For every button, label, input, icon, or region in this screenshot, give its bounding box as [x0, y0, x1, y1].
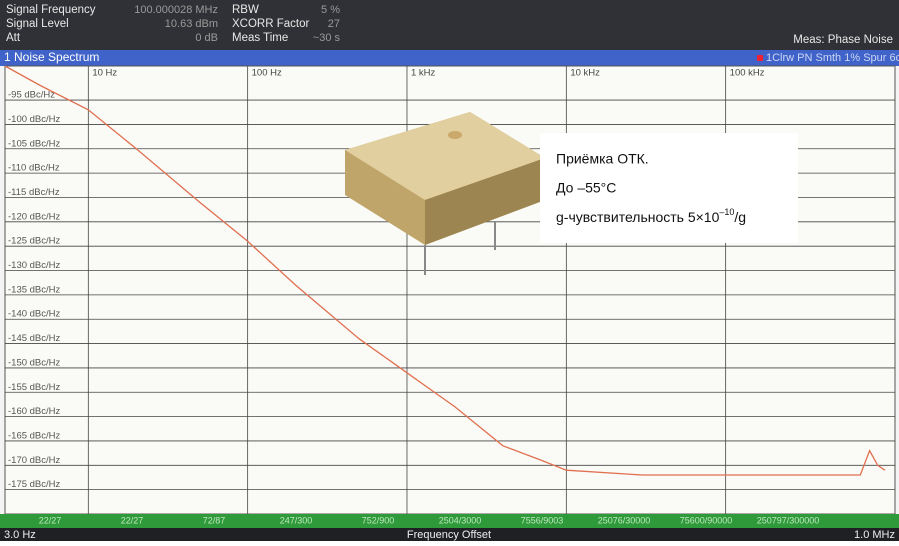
header-label: Meas Time [232, 32, 288, 44]
y-tick-label: -160 dBc/Hz [8, 406, 61, 417]
y-tick-label: -140 dBc/Hz [8, 309, 61, 320]
annotation-line: Приёмка ОТК. [556, 151, 649, 167]
segment-label: 752/900 [362, 515, 395, 525]
photo-dot [448, 131, 462, 139]
x-tick-label: 1 kHz [411, 68, 436, 79]
y-tick-label: -175 dBc/Hz [8, 479, 61, 490]
annotation-text: g-чувствительность 5×10 [556, 209, 720, 225]
x-tick-label: 100 kHz [730, 68, 765, 79]
y-tick-label: -120 dBc/Hz [8, 211, 61, 222]
y-tick-label: -125 dBc/Hz [8, 236, 61, 247]
x-tick-label: 100 Hz [252, 68, 282, 79]
x-end-label: 1.0 MHz [854, 529, 895, 541]
header-value: 5 % [321, 4, 340, 16]
header-label: Att [6, 32, 21, 44]
trace-info: 1Clrw PN Smth 1% Spur 6dB [766, 52, 899, 64]
y-tick-label: -150 dBc/Hz [8, 357, 61, 368]
measurement-mode: Meas: Phase Noise [793, 34, 893, 46]
segment-label: 22/27 [121, 515, 144, 525]
y-tick-label: -110 dBc/Hz [8, 163, 60, 174]
x-tick-label: 10 kHz [570, 68, 600, 79]
header-value: ~30 s [313, 32, 341, 44]
y-tick-label: -130 dBc/Hz [8, 260, 61, 271]
y-tick-label: -100 dBc/Hz [8, 114, 61, 125]
chart-title: 1 Noise Spectrum [4, 50, 99, 64]
segment-label: 247/300 [280, 515, 313, 525]
segment-label: 2504/3000 [439, 515, 482, 525]
annotation-line: g-чувствительность 5×10–10/g [556, 207, 746, 224]
segment-label: 22/27 [39, 515, 62, 525]
segment-label: 75600/90000 [680, 515, 733, 525]
y-tick-label: -170 dBc/Hz [8, 455, 61, 466]
y-tick-label: -95 dBc/Hz [8, 90, 55, 101]
annotation-exponent: –10 [719, 207, 734, 217]
header-value: 27 [328, 18, 340, 30]
header-value: 100.000028 MHz [134, 4, 218, 16]
y-tick-label: -135 dBc/Hz [8, 284, 61, 295]
y-tick-label: -105 dBc/Hz [8, 138, 61, 149]
annotation-unit: /g [734, 209, 746, 225]
segment-label: 7556/9003 [521, 515, 564, 525]
header-label: Signal Level [6, 18, 69, 30]
y-tick-label: -115 dBc/Hz [8, 187, 60, 198]
y-tick-label: -165 dBc/Hz [8, 430, 61, 441]
annotation-line: До –55°C [556, 180, 616, 196]
x-start-label: 3.0 Hz [4, 529, 36, 541]
segment-label: 25076/30000 [598, 515, 651, 525]
y-tick-label: -155 dBc/Hz [8, 382, 61, 393]
header-value: 10.63 dBm [165, 18, 218, 30]
header-label: RBW [232, 4, 259, 16]
segment-label: 250797/300000 [757, 515, 820, 525]
trace-indicator [757, 55, 763, 61]
x-tick-label: 10 Hz [92, 68, 117, 79]
header-label: Signal Frequency [6, 4, 96, 16]
header-value: 0 dB [195, 32, 218, 44]
y-tick-label: -145 dBc/Hz [8, 333, 61, 344]
title-bar [0, 50, 899, 66]
header-label: XCORR Factor [232, 18, 309, 30]
segment-label: 72/87 [203, 515, 226, 525]
x-axis-label: Frequency Offset [407, 529, 491, 541]
analyzer-screen: Signal Frequency 100.000028 MHz RBW 5 % … [0, 0, 899, 541]
